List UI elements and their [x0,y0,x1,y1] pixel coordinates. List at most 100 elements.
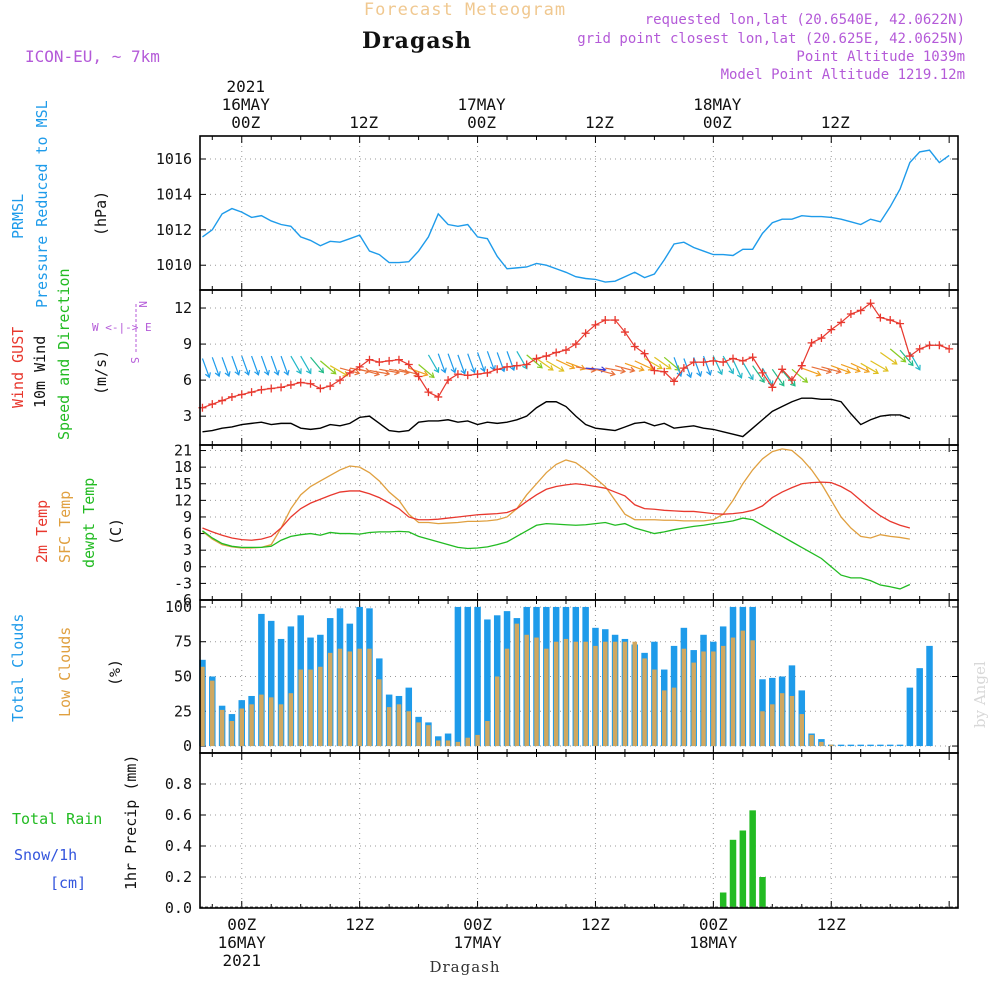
gust-marker [827,325,836,334]
wind-arrow [654,356,672,370]
y-tick-label: 0.2 [165,868,192,886]
gust-marker [758,368,767,377]
compass-we: W <-|-> E [92,321,152,334]
gust-marker [414,372,423,381]
wind-arrow-head [244,369,251,376]
low-cloud-bar [200,666,205,747]
gust-marker [385,356,394,365]
wind-arrow [369,369,390,375]
low-cloud-bar [740,630,746,747]
bottom-date-label: 18MAY [689,933,738,952]
wind-arrow [241,355,250,376]
pressure-labels: PRMSL Pressure Reduced to MSL (hPa) [9,100,110,308]
gust-marker [316,384,325,393]
total-cloud-bar [847,744,855,747]
low-cloud-bar [632,641,638,747]
wind-arrow [221,357,230,377]
gust-marker [375,358,384,367]
precip-labels: Total Rain Snow/1h [cm] 1hr Precip (mm) [12,755,140,892]
gust-marker [748,353,757,362]
clouds-unit-label: (%) [106,659,124,686]
wind-speed-line [202,397,911,438]
top-date-label: 17MAY [457,95,506,114]
wind-arrow-head [558,366,565,372]
wind-arrow-head [907,360,914,367]
wind-arrow [231,355,240,376]
total-cloud-bar [267,620,275,747]
low-cloud-bar [337,648,343,747]
gust-marker [326,382,335,391]
low-cloud-bar [436,740,441,747]
wind-arrow-head [224,371,231,378]
gust-marker [650,366,659,375]
speed-direction-label: Speed and Direction [55,268,73,440]
wind-arrow-head [470,367,477,374]
gust-marker [856,306,865,315]
y-tick-label: 1014 [156,185,192,203]
compass-n: N [136,301,149,308]
wind-arrow [702,355,711,376]
point-altitude: Point Altitude 1039m [796,49,965,65]
wind-arrow [300,355,312,374]
low-cloud-bar [327,652,333,747]
gust-marker [886,316,895,325]
rain-bar [719,892,727,908]
low-cloud-bar [563,638,569,747]
gust-marker [483,368,492,377]
low-cloud-bar [406,711,412,747]
low-cloud-bar [278,704,284,747]
wind-arrow [624,362,644,371]
dewpoint-line [202,517,911,590]
wind-arrow [457,354,466,374]
gust-marker [738,356,747,365]
wind-arrow-head [759,377,765,383]
top-year-label: 2021 [226,77,265,96]
gust-marker [571,340,580,349]
low-cloud-bar [829,744,834,747]
wind-arrow-head [620,367,627,375]
y-tick-label: 3 [183,541,192,559]
wind-arrow-head [835,367,842,375]
gust-marker [306,379,315,388]
gust-marker [817,334,826,343]
wind-arrow [870,360,889,372]
wind-arrow-head [305,368,312,375]
wind-arrow-head [674,365,681,371]
gust-marker [925,341,934,350]
wind-arrow [761,367,774,386]
gust-marker [532,354,541,363]
gust-marker [787,376,796,385]
gust-marker [267,384,276,393]
wind-arrow-head [854,367,861,373]
gust-marker [915,344,924,353]
low-cloud-bar [288,693,294,747]
wind-arrow [251,355,259,376]
wind-arrow-head [403,368,410,376]
wind-arrow [310,356,324,373]
y-tick-label: 50 [174,668,192,686]
wind-arrow [752,365,765,383]
y-tick-label: 0.4 [165,837,192,855]
wind-arrow [712,355,723,375]
wind-arrow [486,351,495,371]
wind-arrow [389,368,409,374]
wind-arrow-head [384,370,391,377]
panel-frame [199,752,959,909]
wind-arrow [850,362,870,373]
wind-arrow [899,349,914,366]
wind-arrow-head [330,368,337,375]
total-cloud-bar [454,606,462,747]
bottom-hour-label: 00Z [699,915,728,934]
gust-marker [227,392,236,401]
total-cloud-bar [837,744,845,747]
low-cloud-bar [720,645,726,747]
wind-arrow-head [656,363,663,370]
watermark: by Angel [971,661,989,728]
gust-marker [630,342,639,351]
wind-arrow [467,353,476,373]
wind-arrow-head [676,371,683,378]
wind-arrow-head [696,371,703,378]
low-cloud-bar [445,740,451,747]
wind-arrow [418,364,435,378]
